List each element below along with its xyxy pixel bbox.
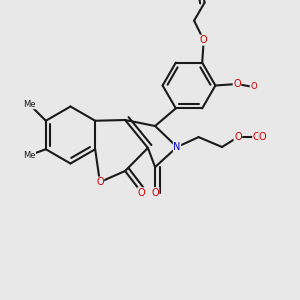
Text: O: O bbox=[151, 188, 159, 198]
Text: O: O bbox=[234, 132, 242, 142]
Text: O: O bbox=[233, 79, 241, 89]
Text: O: O bbox=[138, 188, 146, 198]
Text: O: O bbox=[259, 132, 266, 142]
Text: Me: Me bbox=[23, 151, 36, 160]
Text: O: O bbox=[250, 82, 257, 91]
Text: O: O bbox=[253, 132, 260, 142]
Text: O: O bbox=[96, 177, 104, 187]
Text: O: O bbox=[200, 35, 208, 45]
Text: N: N bbox=[173, 142, 181, 152]
Text: Me: Me bbox=[23, 100, 36, 109]
